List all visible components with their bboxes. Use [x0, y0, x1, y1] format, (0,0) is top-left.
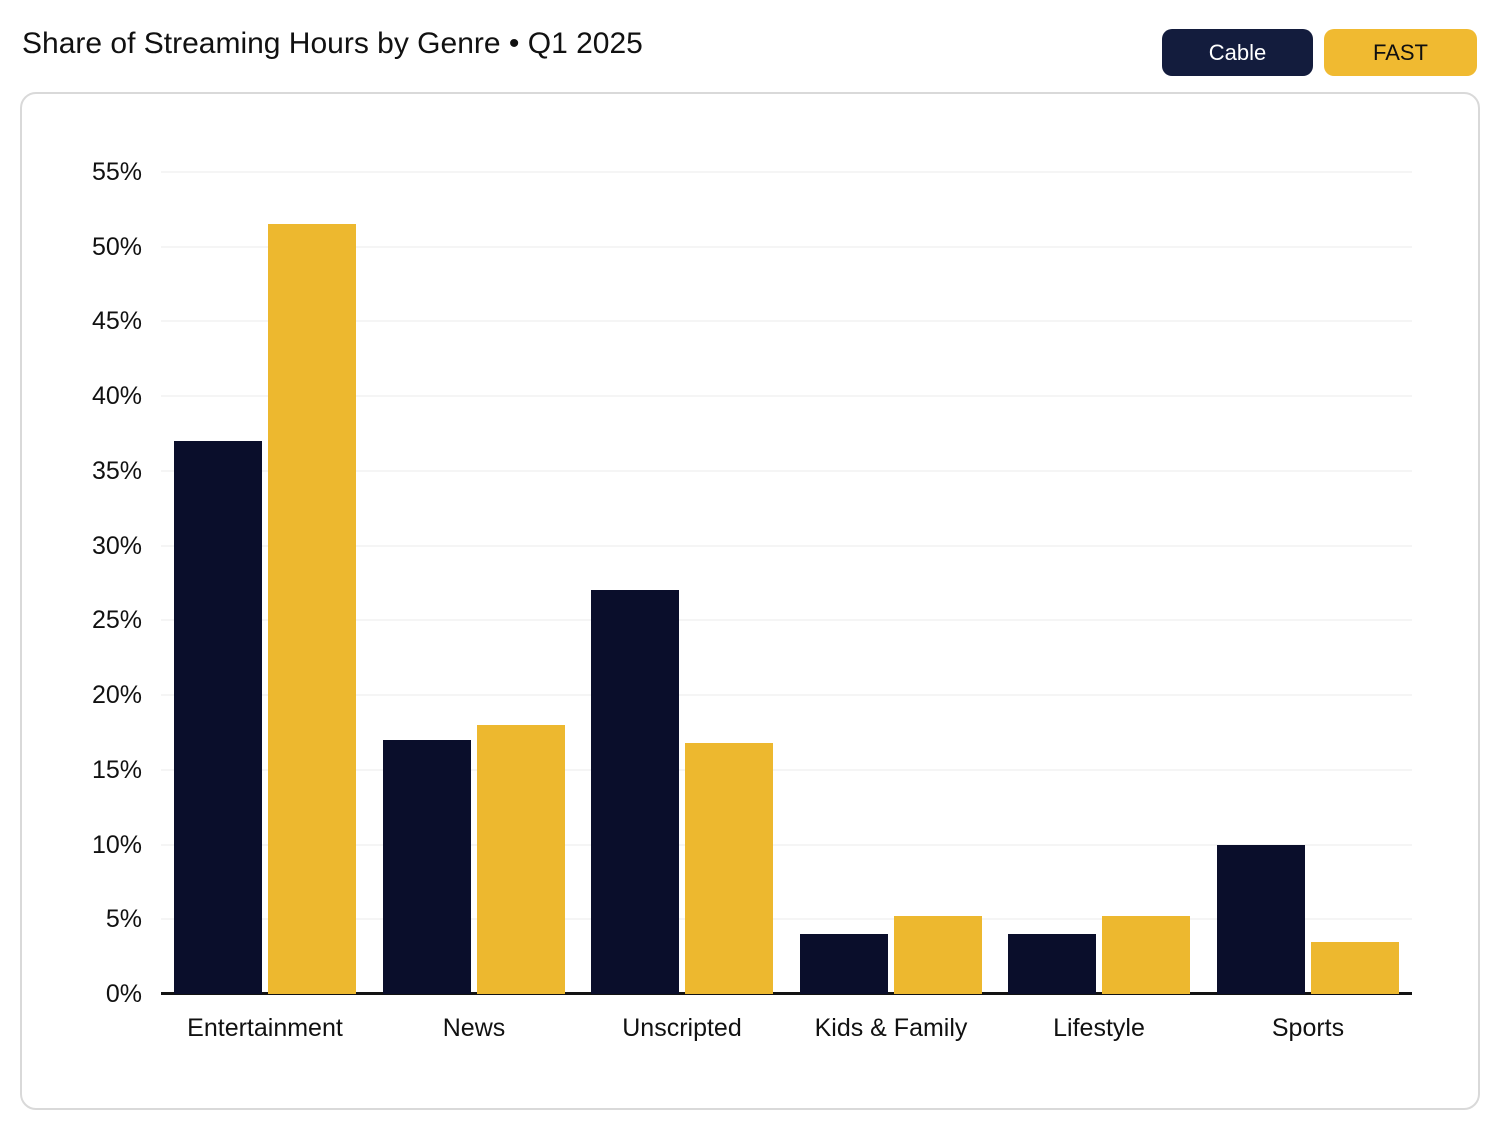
x-category-label: News	[442, 1014, 506, 1042]
legend-button-fast-label: FAST	[1372, 39, 1428, 65]
gridline	[161, 395, 1412, 398]
bar-cable-kids-family	[800, 934, 888, 994]
bar-cable-unscripted	[591, 590, 679, 994]
bar-cable-sports	[1217, 845, 1305, 994]
gridline	[161, 245, 1412, 248]
legend-button-cable[interactable]: Cable	[1162, 29, 1313, 76]
x-category-label: Unscripted	[622, 1014, 742, 1042]
plot-area	[161, 171, 1412, 995]
gridline	[161, 469, 1412, 472]
y-tick-label: 35%	[91, 456, 142, 485]
y-tick-label: 40%	[91, 382, 142, 411]
gridline	[161, 918, 1412, 921]
y-tick-label: 15%	[91, 755, 142, 784]
y-tick-label: 25%	[91, 606, 142, 635]
y-tick-label: 50%	[91, 232, 142, 261]
x-category-label: Sports	[1271, 1014, 1345, 1042]
gridline	[161, 619, 1412, 622]
y-tick-label: 5%	[105, 905, 142, 934]
bar-cable-news	[383, 740, 471, 994]
bar-fast-sports	[1311, 942, 1399, 994]
x-category-label: Entertainment	[187, 1014, 343, 1042]
x-category-label: Lifestyle	[1053, 1014, 1145, 1042]
gridline	[161, 320, 1412, 323]
y-tick-label: 20%	[91, 681, 142, 710]
bar-fast-lifestyle	[1102, 916, 1190, 994]
y-tick-label: 30%	[91, 531, 142, 560]
gridline	[161, 171, 1412, 173]
bar-cable-lifestyle	[1008, 934, 1096, 994]
bar-cable-entertainment	[174, 441, 262, 994]
y-axis-labels: 0% 5% 10% 15% 20% 25% 30% 35% 40% 45% 50% 55%	[22, 158, 142, 1008]
page-title: Share of Streaming Hours by Genre • Q1 2…	[22, 27, 643, 60]
legend-button-cable-label: Cable	[1208, 39, 1267, 65]
y-tick-label: 10%	[91, 830, 142, 859]
bar-fast-news	[477, 725, 565, 994]
y-tick-label: 45%	[91, 307, 142, 336]
chart-panel: 0% 5% 10% 15% 20% 25% 30% 35% 40% 45% 50% 55% Enter…	[20, 92, 1480, 1110]
x-axis-labels: Entertainment News Unscripted Kids & Family…	[161, 1013, 1412, 1047]
gridline	[161, 694, 1412, 697]
x-category-label: Kids & Family	[814, 1014, 968, 1042]
gridline	[161, 843, 1412, 846]
bar-fast-kids-family	[894, 916, 982, 994]
bar-fast-unscripted	[685, 743, 773, 994]
gridline	[161, 544, 1412, 547]
bar-fast-entertainment	[268, 224, 356, 994]
gridline	[161, 768, 1412, 771]
legend-button-fast[interactable]: FAST	[1324, 29, 1477, 76]
y-tick-label: 0%	[105, 980, 142, 1008]
y-tick-label: 55%	[91, 158, 142, 186]
x-axis-line	[161, 992, 1412, 995]
